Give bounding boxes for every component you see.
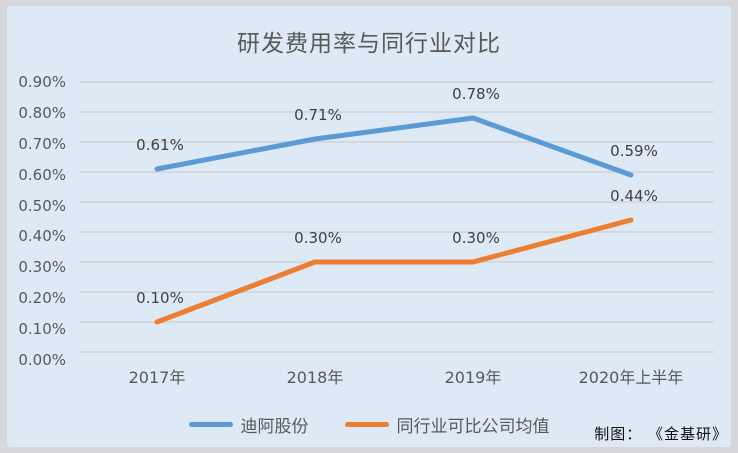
y-tick-label: 0.90% xyxy=(18,73,66,91)
legend-line-swatch xyxy=(344,422,389,427)
legend-line-swatch xyxy=(188,422,233,427)
chart-title: 研发费用率与同行业对比 xyxy=(237,31,501,57)
y-tick-label: 0.20% xyxy=(18,289,66,308)
legend-label: 迪阿股份 xyxy=(240,417,309,437)
legend-label: 同行业可比公司均值 xyxy=(396,417,550,437)
x-tick-label: 2020年上半年 xyxy=(578,368,684,387)
y-tick-label: 0.00% xyxy=(18,350,66,369)
y-tick-label: 0.30% xyxy=(18,258,66,277)
series-line-1 xyxy=(154,217,634,325)
y-tick-label: 0.80% xyxy=(18,103,66,122)
series-line-0 xyxy=(154,115,634,178)
y-tick-label: 0.50% xyxy=(18,196,66,215)
legend-item-series-1: 同行业可比公司均值 xyxy=(344,412,550,437)
credit-text: 制图： 《金基研》 xyxy=(594,425,728,443)
y-tick-label: 0.60% xyxy=(18,165,66,184)
x-axis: 2017年 2018年 2019年 2020年上半年 xyxy=(78,366,710,390)
legend-item-series-0: 迪阿股份 xyxy=(188,412,309,437)
x-tick-label: 2018年 xyxy=(286,368,344,387)
y-axis: 0.90% 0.80% 0.70% 0.60% 0.50% 0.40% 0.30… xyxy=(0,74,66,368)
y-tick-label: 0.40% xyxy=(18,227,66,246)
legend: 迪阿股份 同行业可比公司均值 xyxy=(0,412,738,437)
y-tick-label: 0.70% xyxy=(18,134,66,153)
y-tick-label: 0.10% xyxy=(18,320,66,338)
x-tick-label: 2017年 xyxy=(128,368,186,387)
x-tick-label: 2019年 xyxy=(444,368,502,387)
